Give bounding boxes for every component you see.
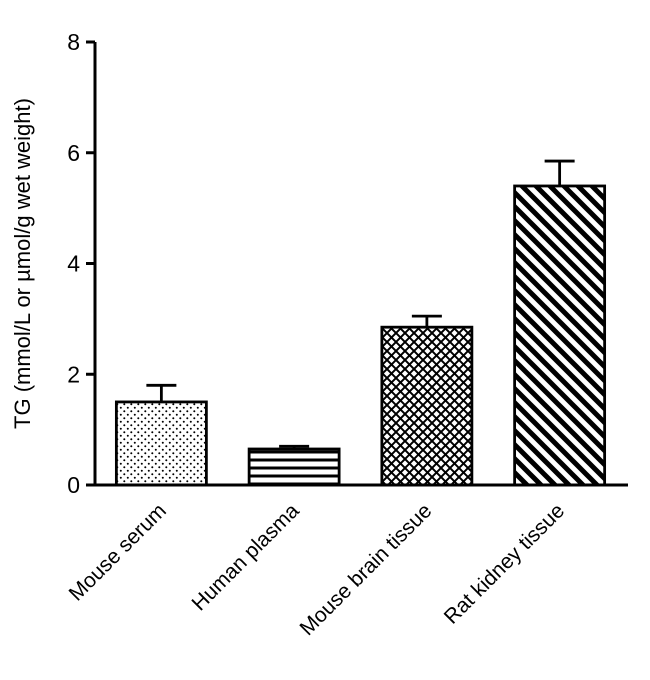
y-tick-label: 0 bbox=[67, 472, 80, 498]
x-tick-label-mouse-brain-tissue: Mouse brain tissue bbox=[296, 499, 437, 640]
bar-mouse-brain-tissue bbox=[380, 325, 474, 487]
bar-human-plasma bbox=[247, 447, 341, 487]
x-tick-label-rat-kidney-tissue: Rat kidney tissue bbox=[440, 499, 569, 628]
y-axis-label: TG (mmol/L or µmol/g wet weight) bbox=[10, 98, 35, 429]
y-tick-label: 2 bbox=[67, 361, 80, 387]
bar-mouse-serum bbox=[114, 400, 208, 487]
y-tick-label: 4 bbox=[67, 251, 80, 277]
y-tick-label: 6 bbox=[67, 140, 80, 166]
x-tick-label-human-plasma: Human plasma bbox=[188, 499, 304, 615]
bar-rat-kidney-tissue bbox=[513, 184, 607, 487]
x-tick-label-mouse-serum: Mouse serum bbox=[65, 499, 171, 605]
y-tick-label: 8 bbox=[67, 29, 80, 55]
